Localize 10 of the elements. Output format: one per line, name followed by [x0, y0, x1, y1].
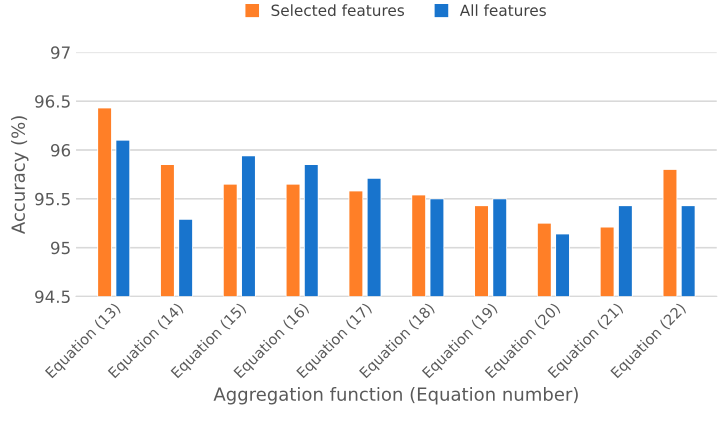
x-axis-title: Aggregation function (Equation number) [214, 386, 578, 404]
y-axis-title: Accuracy (%) [11, 116, 28, 234]
legend-label: Selected features [272, 4, 404, 16]
y-tick-label: 96 [51, 144, 70, 157]
y-tick-label: 97 [51, 46, 70, 59]
legend-label: All features [460, 4, 546, 16]
y-tick-label: 95 [51, 242, 70, 254]
y-tick-label: 95.5 [35, 192, 70, 206]
y-tick-label: 96.5 [35, 95, 70, 108]
y-tick-label: 94.5 [35, 290, 70, 304]
